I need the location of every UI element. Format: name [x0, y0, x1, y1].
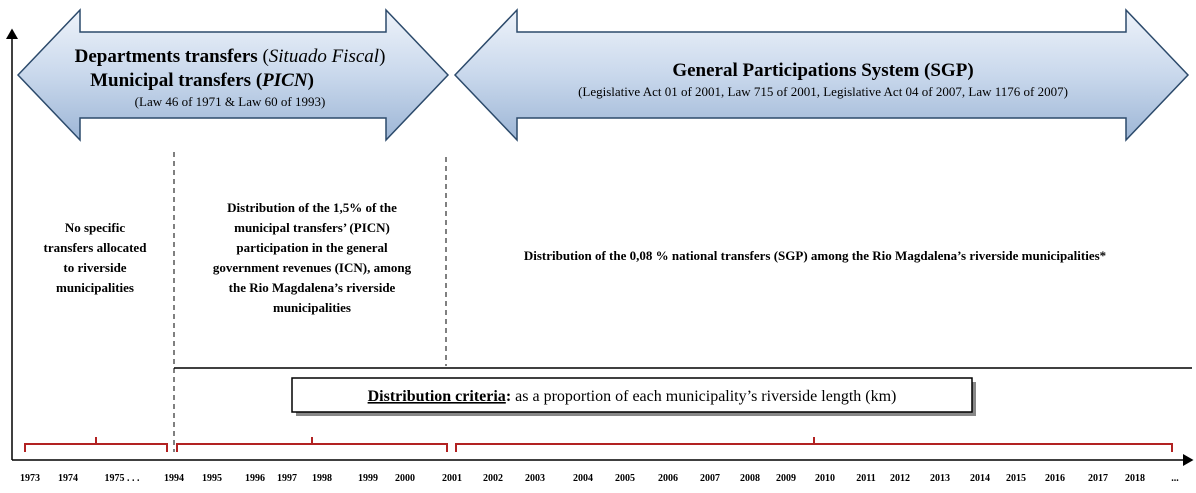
period-text: municipalities — [273, 300, 351, 315]
left-arrow — [16, 8, 450, 142]
criteria-text: Distribution criteria: as a proportion o… — [368, 388, 897, 405]
year-label: 2014 — [970, 473, 990, 484]
year-label: 2018 — [1125, 473, 1145, 484]
year-label: 2007 — [700, 473, 720, 484]
left-line3: (Law 46 of 1971 & Law 60 of 1993) — [135, 94, 326, 109]
period-text: No specific — [65, 220, 126, 235]
year-label: 2015 — [1006, 473, 1026, 484]
text: Distribution criteria — [368, 388, 506, 405]
year-label: 1997 — [277, 473, 297, 484]
year-label: 2013 — [930, 473, 950, 484]
period-text: Distribution of the 1,5% of the — [227, 200, 397, 215]
text: PICN — [261, 70, 309, 91]
year-label: 1973 — [20, 473, 40, 484]
brace — [24, 437, 168, 452]
period-text: municipal transfers’ (PICN) — [234, 220, 390, 235]
year-label: 2009 — [776, 473, 796, 484]
year-label: 1974 — [58, 473, 78, 484]
year-label: 1994 — [164, 473, 184, 484]
period-text: government revenues (ICN), among — [213, 260, 412, 275]
year-label: 2000 — [395, 473, 415, 484]
text: ) — [379, 46, 385, 67]
year-label: 1995 — [202, 473, 222, 484]
year-label: 2005 — [615, 473, 635, 484]
year-label: 2016 — [1045, 473, 1065, 484]
right-arrow — [453, 8, 1190, 142]
year-label: 2004 — [573, 473, 593, 484]
year-label: ... — [1171, 473, 1179, 484]
left-line1: Departments transfers (Situado Fiscal) — [75, 46, 386, 67]
year-label: 2010 — [815, 473, 835, 484]
left-line2: Municipal transfers (PICN) — [90, 70, 314, 91]
year-label: 2011 — [856, 473, 875, 484]
period-text: participation in the general — [236, 240, 388, 255]
year-label: 1999 — [358, 473, 378, 484]
text: ( — [262, 46, 268, 67]
brace — [455, 437, 1173, 452]
year-label: 2001 — [442, 473, 462, 484]
year-label: 1998 — [312, 473, 332, 484]
text: ) — [308, 70, 314, 91]
right-title: General Participations System (SGP) — [672, 60, 973, 81]
right-subtitle: (Legislative Act 01 of 2001, Law 715 of … — [578, 84, 1068, 99]
year-label: 2002 — [483, 473, 503, 484]
text: as a proportion of each municipality’s r… — [511, 388, 896, 405]
year-label: 1975 . . . — [105, 473, 141, 484]
period-text: municipalities — [56, 280, 134, 295]
year-label: 2017 — [1088, 473, 1108, 484]
period-text: transfers allocated — [44, 240, 148, 255]
text: Departments transfers — [75, 46, 263, 67]
year-label: 2008 — [740, 473, 760, 484]
braces — [24, 437, 1173, 452]
brace — [176, 437, 448, 452]
text: Municipal transfers ( — [90, 70, 262, 91]
text: : — [506, 388, 511, 405]
criteria-box — [291, 377, 973, 413]
period-text: the Rio Magdalena’s riverside — [229, 280, 396, 295]
period-text: to riverside — [63, 260, 126, 275]
year-label: 2003 — [525, 473, 545, 484]
text: Situado Fiscal — [269, 46, 379, 67]
year-label: 1996 — [245, 473, 265, 484]
period-text: Distribution of the 0,08 % national tran… — [524, 248, 1106, 263]
year-label: 2012 — [890, 473, 910, 484]
year-label: 2006 — [658, 473, 678, 484]
